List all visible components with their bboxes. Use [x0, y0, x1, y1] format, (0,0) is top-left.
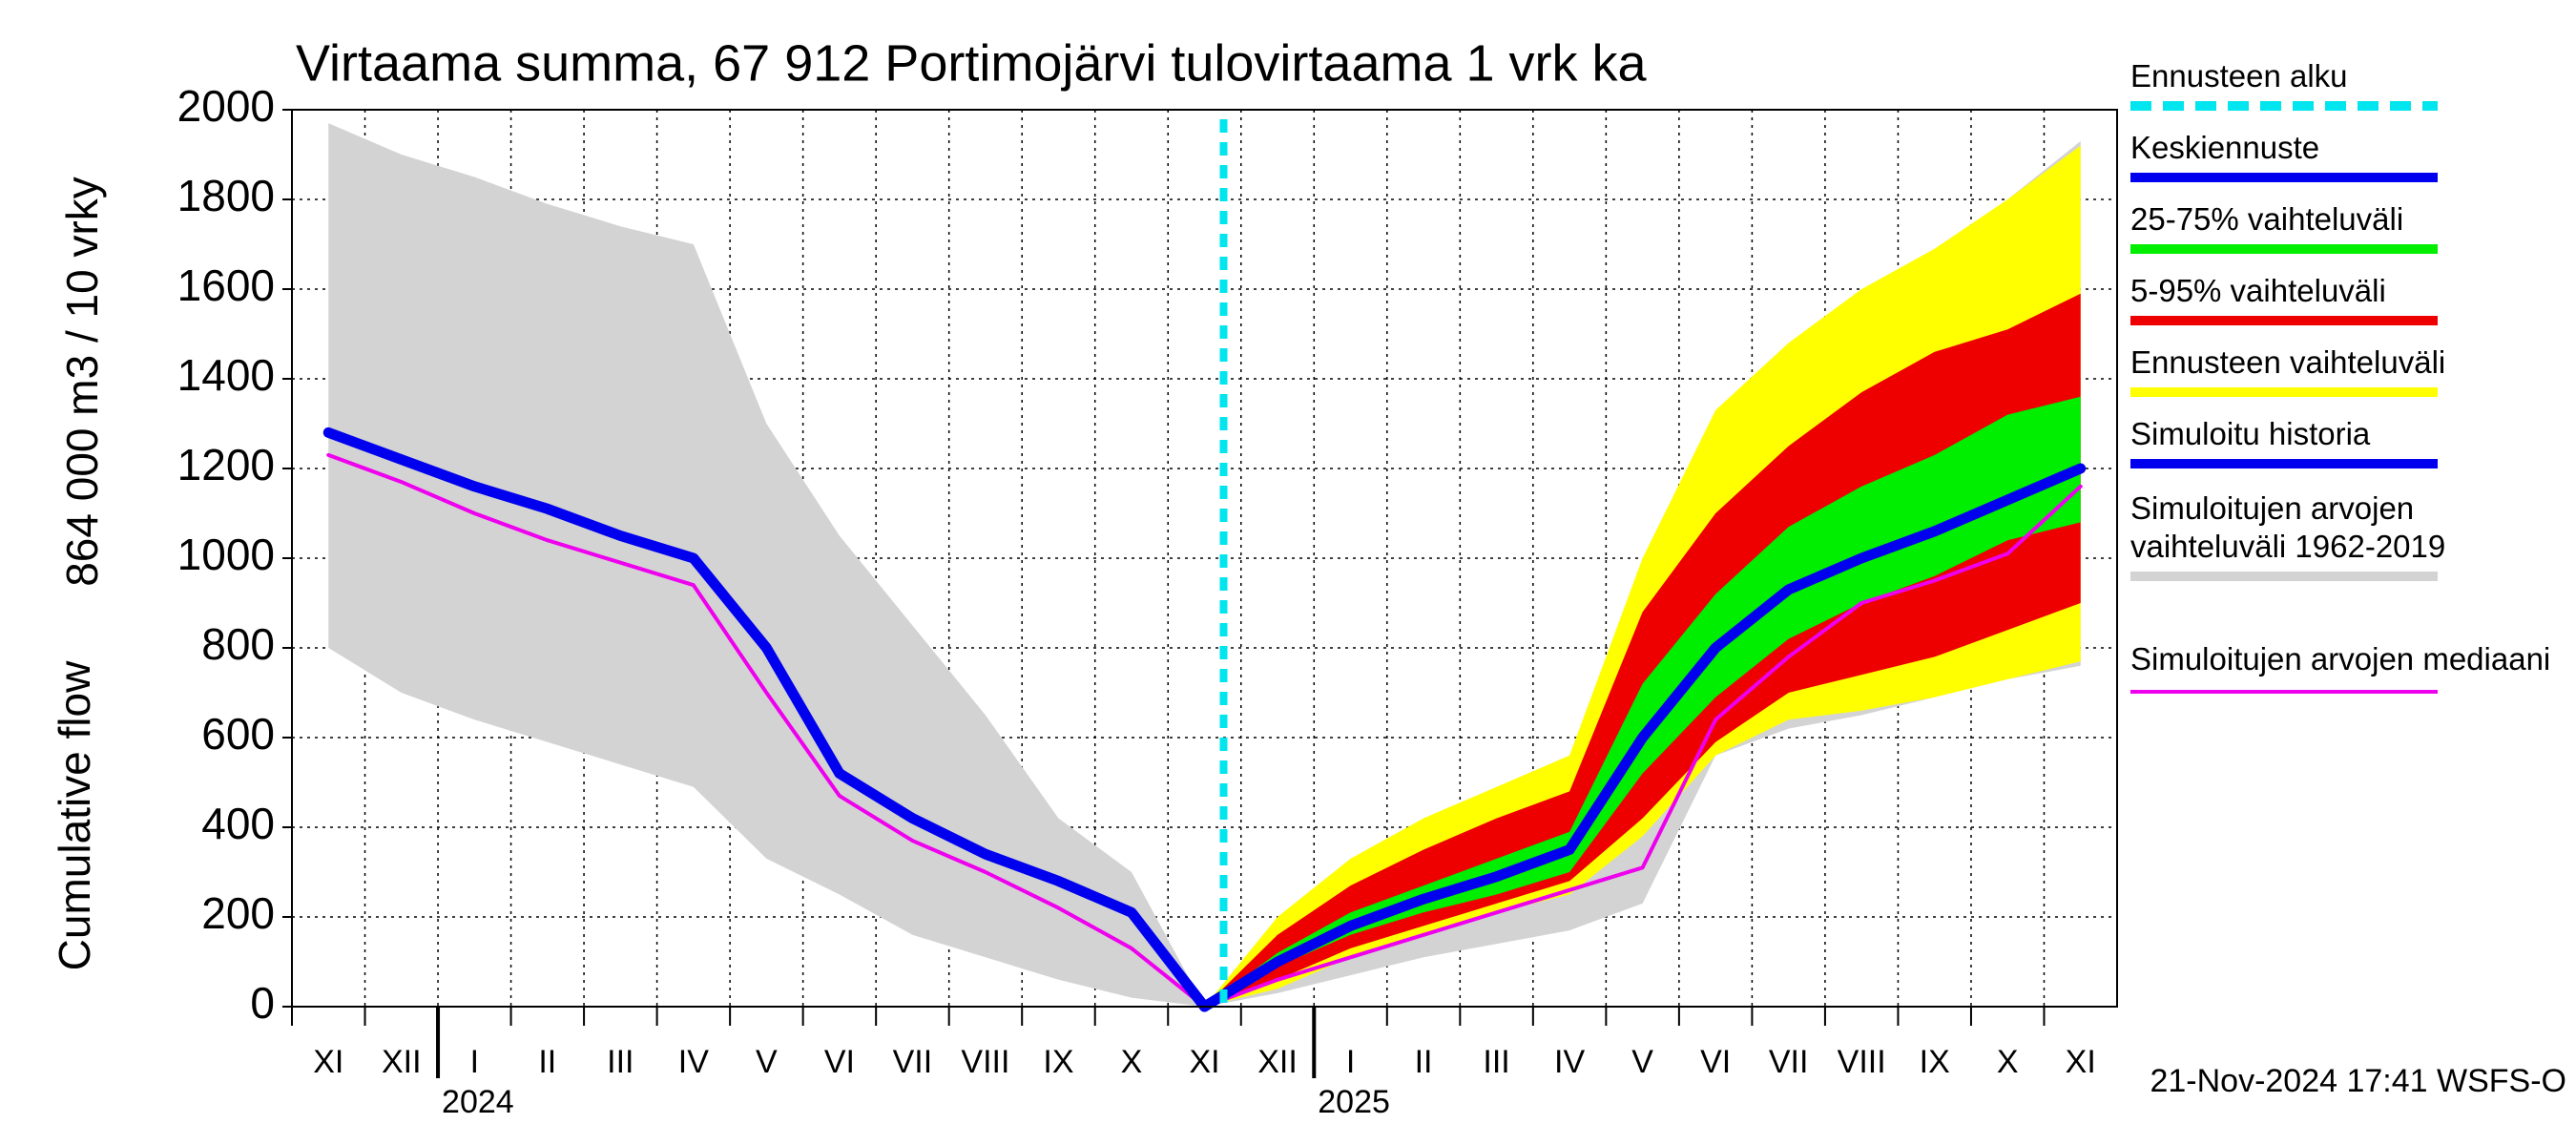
plot-frame [291, 109, 2118, 1008]
chart-title: Virtaama summa, 67 912 Portimojärvi tulo… [296, 34, 1648, 92]
legend-label: 5-95% vaihteluväli [2130, 273, 2386, 308]
legend-entry: Ennusteen alku [2130, 43, 2569, 114]
x-tick-label: VIII [961, 1044, 1009, 1080]
x-tick-label: V [756, 1044, 778, 1080]
x-tick-label: XI [2066, 1044, 2096, 1080]
x-tick-label: VII [1769, 1044, 1809, 1080]
legend-entry: Keskiennuste [2130, 114, 2569, 186]
band-area [1204, 145, 2081, 1008]
x-tick-label: I [470, 1044, 479, 1080]
x-tick-label: III [1483, 1044, 1509, 1080]
y-axis-label: 864 000 m3 / 10 vrky [57, 177, 107, 587]
legend-swatch [2130, 173, 2438, 182]
y-tick-label: 1600 [177, 260, 275, 310]
x-tick-label: VIII [1838, 1044, 1886, 1080]
y-tick-label: 800 [201, 619, 275, 669]
band-area [1204, 396, 2081, 1007]
y-tick-label: 200 [201, 888, 275, 938]
legend-label: Simuloitu historia [2130, 416, 2371, 451]
legend-label: Keskiennuste [2130, 130, 2320, 165]
legend-swatch [2130, 459, 2438, 468]
legend: Ennusteen alku Keskiennuste 25-75% vaihtel… [2130, 43, 2569, 697]
x-tick-label: IX [1920, 1044, 1950, 1080]
legend-entry: Simuloitujen arvojen mediaani [2130, 585, 2569, 697]
x-tick-label: IV [1554, 1044, 1585, 1080]
legend-entry: Simuloitu historia [2130, 401, 2569, 472]
x-tick-label: III [607, 1044, 634, 1080]
y-tick-label: 400 [201, 799, 275, 848]
y-tick-label: 1200 [177, 440, 275, 489]
x-tick-label: II [538, 1044, 556, 1080]
x-tick-label: II [1415, 1044, 1433, 1080]
y-tick-label: 1400 [177, 350, 275, 400]
legend-swatch [2130, 316, 2438, 325]
legend-swatch [2130, 572, 2438, 581]
band-area [1204, 293, 2081, 1007]
legend-label: 25-75% vaihteluväli [2130, 201, 2404, 237]
y-tick-label: 2000 [177, 81, 275, 131]
y-tick-label: 1800 [177, 171, 275, 220]
x-tick-label: IX [1043, 1044, 1073, 1080]
x-tick-label: V [1631, 1044, 1653, 1080]
legend-swatch [2130, 101, 2438, 111]
legend-entry: Ennusteen vaihteluväli [2130, 329, 2569, 401]
x-tick-label: XII [382, 1044, 422, 1080]
series-line [1199, 463, 2087, 1012]
legend-entry: Simuloitujen arvojen vaihteluväli 1962-2… [2130, 472, 2569, 585]
x-tick-label: VI [1700, 1044, 1731, 1080]
x-tick-label: IV [678, 1044, 709, 1080]
data [322, 119, 2087, 1012]
footer: 21-Nov-2024 17:41 WSFS-O [2150, 1063, 2566, 1099]
x-tick-label: VI [824, 1044, 855, 1080]
x-tick-label: XI [1189, 1044, 1219, 1080]
y-tick-label: 1000 [177, 530, 275, 579]
x-tick-label: I [1346, 1044, 1355, 1080]
y-tick-label: 0 [250, 978, 275, 1028]
y-axis-label-2: Cumulative flow [50, 660, 99, 970]
year-label: 2024 [442, 1084, 514, 1120]
x-tick-label: X [1121, 1044, 1143, 1080]
x-tick-label: X [1997, 1044, 2019, 1080]
legend-swatch [2130, 244, 2438, 254]
x-tick-label: VII [893, 1044, 933, 1080]
legend-swatch [2130, 690, 2438, 694]
x-tick-label: XI [313, 1044, 343, 1080]
legend-label: Simuloitujen arvojen mediaani [2130, 641, 2551, 677]
x-tick-label: XII [1257, 1044, 1298, 1080]
legend-entry: 5-95% vaihteluväli [2130, 258, 2569, 329]
year-label: 2025 [1318, 1084, 1390, 1120]
legend-label: Simuloitujen arvojen vaihteluväli 1962-2… [2130, 490, 2446, 564]
legend-label: Ennusteen alku [2130, 58, 2348, 94]
y-tick-label: 600 [201, 709, 275, 759]
series-line [322, 427, 1210, 1012]
legend-label: Ennusteen vaihteluväli [2130, 344, 2446, 380]
legend-entry: 25-75% vaihteluväli [2130, 186, 2569, 258]
legend-swatch [2130, 387, 2438, 397]
